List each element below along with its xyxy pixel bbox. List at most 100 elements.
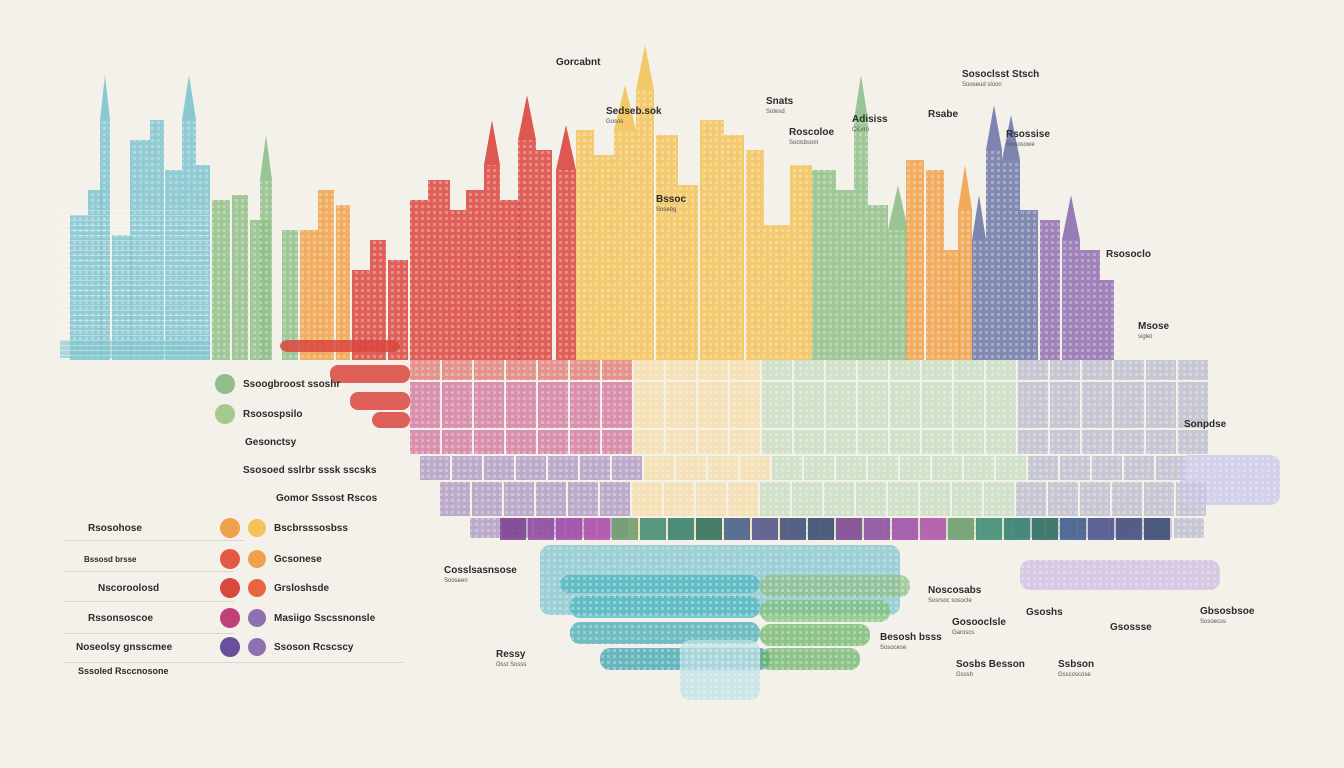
- grid-cell-texture: [954, 382, 984, 428]
- building-windows: [1020, 210, 1038, 360]
- grid-cell-texture: [890, 360, 920, 380]
- grid-cell-texture: [728, 482, 758, 516]
- building-windows: [212, 200, 230, 360]
- grid-cell-texture: [474, 360, 504, 380]
- building-spire: [854, 75, 868, 120]
- grid-cell-texture: [730, 360, 760, 380]
- bottom-label-2: Ressy Osst Sosss: [496, 649, 527, 669]
- building-spire: [182, 75, 196, 120]
- grid-bar-cell: [556, 518, 582, 540]
- grid-cell-texture: [762, 382, 792, 428]
- top-label-7: Roscoloe Soclsbsom: [789, 127, 835, 147]
- grid-cell-texture: [666, 360, 696, 380]
- grid-cell-texture: [826, 382, 856, 428]
- legend-dot: [220, 637, 240, 657]
- grid-cell-texture: [470, 518, 500, 538]
- left-legend-row-5: Gomor Sssost Rscos: [276, 493, 377, 504]
- bottom-label-3: Noscosabs Sosrsoc sosocle: [928, 585, 982, 605]
- top-label-2: Sedseb.sok Gosos: [606, 106, 662, 126]
- building-windows: [944, 250, 960, 360]
- grid-cell-texture: [634, 430, 664, 454]
- building-windows: [428, 180, 450, 360]
- building-windows: [518, 140, 536, 360]
- building-spire: [100, 75, 110, 120]
- grid-bar-cell: [640, 518, 666, 540]
- legend-divider: [64, 662, 404, 663]
- grid-cell-texture: [708, 456, 738, 480]
- legend-dot: [248, 609, 266, 627]
- grid-cell-texture: [568, 482, 598, 516]
- grid-cell-texture: [1114, 430, 1144, 454]
- grid-cell-texture: [474, 430, 504, 454]
- grid-cell-texture: [986, 360, 1016, 380]
- grid-cell-texture: [858, 360, 888, 380]
- grid-cell-texture: [474, 382, 504, 428]
- grid-cell-texture: [696, 482, 726, 516]
- grid-bar-cell: [500, 518, 526, 540]
- building-windows: [1080, 250, 1100, 360]
- bottom-label-1: Cosslsasnsose Sooseen: [444, 565, 517, 585]
- grid-bar-cell: [1144, 518, 1170, 540]
- grid-bar-cell: [724, 518, 750, 540]
- building-spire: [888, 185, 908, 230]
- bottom-legend-row-6: Sssoled Rsccnosone: [78, 666, 169, 676]
- grid-bar-cell: [584, 518, 610, 540]
- building-windows: [926, 170, 944, 360]
- building-windows: [232, 195, 248, 360]
- grid-cell-texture: [612, 456, 642, 480]
- grid-cell-texture: [548, 456, 578, 480]
- building-windows: [958, 210, 972, 360]
- top-label-9: Bssoc Sosebg: [656, 194, 687, 214]
- grid-cell-texture: [410, 382, 440, 428]
- grid-cell-texture: [1082, 360, 1112, 380]
- building-windows: [484, 165, 500, 360]
- building-spire: [518, 95, 536, 140]
- grid-cell-texture: [964, 456, 994, 480]
- grid-bar-cell: [752, 518, 778, 540]
- island-texture: [760, 575, 910, 597]
- island-texture: [560, 575, 760, 593]
- building-spire: [636, 45, 654, 90]
- grid-cell-texture: [1112, 482, 1142, 516]
- grid-cell-texture: [1178, 360, 1208, 380]
- legend-item: Gcsonese: [274, 553, 322, 565]
- grid-cell-texture: [922, 382, 952, 428]
- grid-cell-texture: [794, 360, 824, 380]
- grid-bar-cell: [836, 518, 862, 540]
- grid-cell-texture: [1018, 430, 1048, 454]
- legend-category: Noseolsy gnsscmee: [76, 641, 173, 653]
- island-texture: [570, 622, 760, 644]
- grid-cell-texture: [922, 360, 952, 380]
- stair-shape: [372, 412, 410, 428]
- grid-cell-texture: [634, 360, 664, 380]
- building-spire: [1002, 115, 1020, 160]
- grid-cell-texture: [632, 482, 662, 516]
- grid-bar-cell: [1032, 518, 1058, 540]
- grid-cell-texture: [740, 456, 770, 480]
- building-windows: [318, 190, 334, 360]
- grid-cell-texture: [1178, 382, 1208, 428]
- grid-cell-texture: [836, 456, 866, 480]
- left-legend-row-3: Gesonctsy: [245, 437, 296, 448]
- grid-cell-texture: [580, 456, 610, 480]
- grid-cell-texture: [516, 456, 546, 480]
- grid-cell-texture: [890, 430, 920, 454]
- grid-bar-cell: [696, 518, 722, 540]
- grid-cell-texture: [932, 456, 962, 480]
- grid-cell-texture: [452, 456, 482, 480]
- island-texture: [760, 600, 890, 622]
- building-windows: [678, 185, 698, 360]
- legend-category: Sssoled Rsccnosone: [78, 666, 169, 676]
- building-windows: [614, 130, 636, 360]
- grid-cell-texture: [698, 360, 728, 380]
- building-windows: [388, 260, 408, 360]
- grid-cell-texture: [984, 482, 1014, 516]
- building-windows: [282, 230, 298, 360]
- grid-bar-cell: [1004, 518, 1030, 540]
- legend-dot: [220, 518, 240, 538]
- grid-cell-texture: [602, 382, 632, 428]
- grid-bar-cell: [864, 518, 890, 540]
- grid-cell-texture: [538, 360, 568, 380]
- grid-bar-cell: [808, 518, 834, 540]
- building-spire: [484, 120, 500, 165]
